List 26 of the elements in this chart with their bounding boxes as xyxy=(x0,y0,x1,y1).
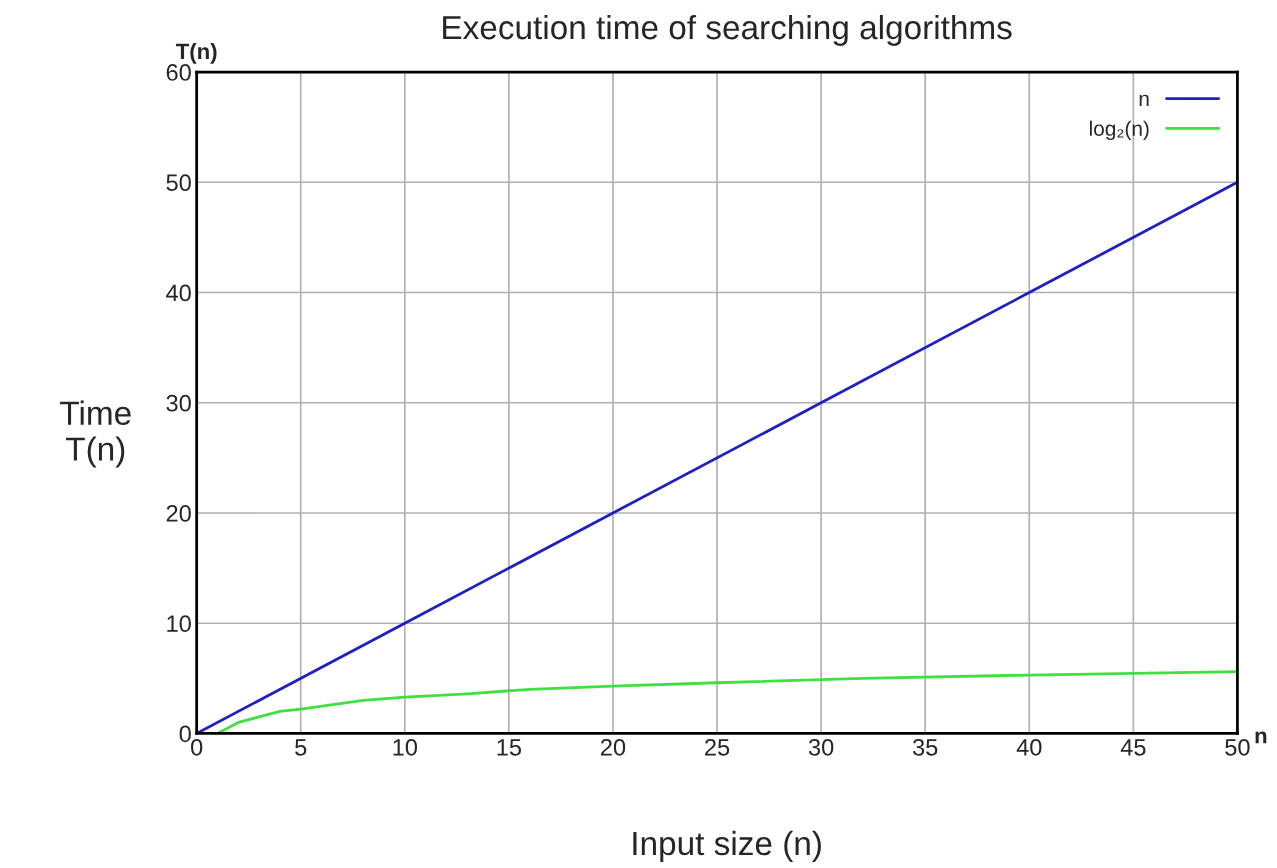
y-tick-label: 30 xyxy=(166,394,191,412)
legend-label: log₂(n) xyxy=(1089,120,1149,141)
y-tick-label: 50 xyxy=(166,174,191,192)
text: T(n) xyxy=(175,43,217,64)
y-axis-title: Time T(n) xyxy=(60,400,131,468)
legend-label: n xyxy=(1139,94,1149,106)
x-tick-label: 20 xyxy=(601,738,626,756)
y-tick-label: 60 xyxy=(166,64,191,81)
x-tick-label: 15 xyxy=(497,739,522,756)
y-tick-label: 20 xyxy=(166,505,191,522)
y-tick-label: 0 xyxy=(179,725,191,743)
x-tick-label: 45 xyxy=(1120,739,1146,756)
x-tick-label: 25 xyxy=(705,738,730,756)
x-axis-title: Input size (n) xyxy=(633,830,821,862)
x-tick-label: 50 xyxy=(1225,738,1250,756)
line-series xyxy=(216,670,1238,734)
x-tick-label: 30 xyxy=(808,738,834,756)
text: n xyxy=(1255,731,1267,744)
x-tick-label: 35 xyxy=(912,738,938,756)
x-tick-label: 10 xyxy=(393,738,418,756)
x-tick-label: 5 xyxy=(295,739,307,756)
y-tick-label: 10 xyxy=(167,615,191,633)
x-tick-label: 40 xyxy=(1016,738,1042,756)
chart-title: Execution time of searching algorithms xyxy=(443,14,1012,46)
x-tick-label: 0 xyxy=(191,738,203,756)
y-tick-label: 40 xyxy=(166,284,191,302)
